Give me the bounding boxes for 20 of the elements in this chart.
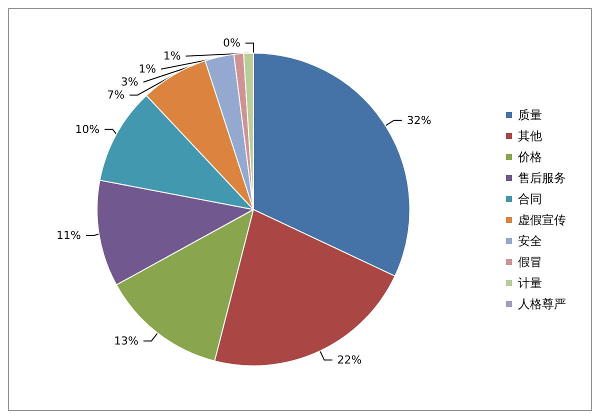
legend-label: 售后服务 [518, 171, 566, 185]
text: 0% [222, 36, 240, 50]
data-label: 13% [114, 334, 138, 348]
data-label: 7% [107, 88, 125, 102]
legend-label: 安全 [518, 234, 542, 248]
data-label: 22% [337, 354, 362, 367]
legend-label: 合同 [518, 192, 542, 206]
data-label: 1% [138, 62, 156, 76]
legend-label: 假冒 [518, 255, 542, 269]
legend-label: 虚假宣传 [518, 213, 566, 227]
legend-label: 人格尊严 [518, 297, 566, 311]
data-label: 1% [163, 50, 181, 63]
data-label: 11% [56, 229, 81, 242]
legend-label: 计量 [518, 276, 542, 290]
data-label: 3% [120, 76, 138, 89]
legend-label: 其他 [518, 129, 542, 143]
data-label: 10% [75, 122, 100, 136]
legend-label: 价格 [517, 150, 542, 164]
legend-label: 质量 [518, 108, 542, 122]
data-label: 32% [406, 114, 432, 127]
